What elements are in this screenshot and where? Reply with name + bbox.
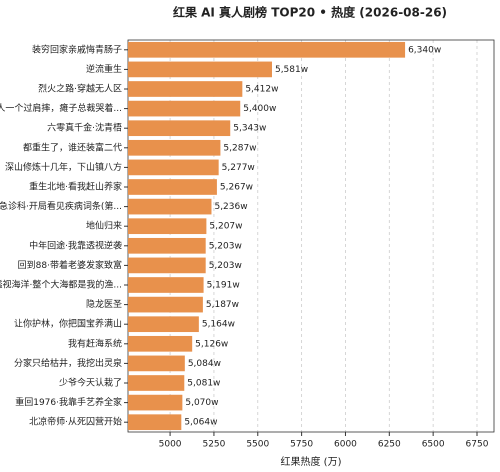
bar [128, 394, 183, 411]
value-label: 5,412w [245, 85, 278, 95]
x-tick-label: 6250 [378, 440, 401, 450]
y-tick-label: 六零真千金·沈青梧 [47, 122, 122, 134]
value-label: 5,236w [214, 202, 247, 212]
value-label: 5,400w [243, 104, 276, 114]
plot-frame [127, 39, 495, 433]
x-tick-label: 5250 [202, 440, 225, 450]
y-tick-label: 装穷回家亲戚悔青肠子 [32, 43, 122, 55]
bar [128, 100, 241, 117]
bar [128, 120, 231, 137]
y-tick-label: 分家只给枯井，我挖出灵泉 [14, 357, 122, 369]
y-tick-label: 重生北地·看我赶山养家 [29, 181, 122, 193]
x-tick-label: 6500 [422, 440, 445, 450]
chart-title: 红果 AI 真人剧榜 TOP20 • 热度 (2026-08-26) [173, 5, 447, 20]
y-tick-label: 夫人一个过肩摔，瘫子总裁哭着... [0, 102, 122, 114]
value-label: 5,203w [209, 261, 242, 271]
value-label: 5,081w [187, 379, 220, 389]
bar [128, 81, 243, 97]
value-label: 5,267w [220, 183, 253, 193]
y-tick-label: 北凉帝师·从死囚营开始 [29, 416, 122, 428]
bar [128, 218, 207, 235]
x-tick-label: 5000 [159, 440, 182, 450]
bar [128, 414, 182, 431]
bar [128, 375, 185, 391]
value-label: 5,277w [222, 163, 255, 173]
value-label: 5,070w [185, 398, 218, 408]
value-label: 5,191w [207, 281, 240, 291]
value-label: 5,084w [188, 359, 221, 369]
y-tick-label: 烈火之路·穿越无人区 [38, 83, 122, 95]
value-label: 6,340w [408, 45, 441, 55]
bar [128, 237, 206, 254]
y-tick-label: 重回1976·我靠手艺养全家 [15, 396, 122, 408]
value-label: 5,581w [275, 65, 308, 75]
value-label: 5,287w [223, 143, 256, 153]
y-tick-label: 深山修炼十几年，下山镇八方 [5, 161, 122, 173]
value-label: 5,164w [202, 320, 235, 330]
bar [128, 355, 185, 372]
bar [128, 179, 217, 195]
value-label: 5,126w [195, 339, 228, 349]
bar [128, 296, 203, 313]
y-tick-label: 地仙归来 [86, 220, 122, 232]
y-tick-label: 急诊科·开局看见疾病词条(第... [0, 200, 122, 212]
x-tick-label: 6750 [466, 440, 489, 450]
y-tick-label: 让你护林，你把国宝养满山 [14, 318, 122, 330]
y-tick-label: 我有赶海系统 [68, 337, 122, 349]
bar [128, 61, 272, 78]
bar [128, 257, 206, 274]
y-tick-label: 逆流重生 [86, 63, 122, 75]
x-tick-label: 5500 [246, 440, 269, 450]
y-tick-label: 都重生了，谁还装富二代 [23, 141, 122, 153]
value-label: 5,207w [209, 222, 242, 232]
bar [128, 139, 221, 156]
bar [128, 335, 193, 352]
x-tick-label: 5750 [290, 440, 313, 450]
y-tick-label: 回到88·带着老婆发家致富 [18, 259, 122, 271]
x-axis-label: 红果热度 (万) [281, 455, 342, 468]
bar [128, 198, 212, 215]
y-tick-label: 少爷今天认栽了 [59, 377, 122, 389]
bar [128, 277, 204, 293]
value-label: 5,187w [206, 300, 239, 310]
x-tick-label: 6000 [334, 440, 357, 450]
bar [128, 159, 219, 176]
y-tick-label: 中年回途·我靠透视逆袭 [29, 239, 122, 251]
y-tick-label: 隐龙医圣 [86, 298, 122, 310]
y-tick-label: 透视海洋·整个大海都是我的渔... [0, 279, 122, 291]
bar [128, 316, 199, 333]
value-label: 5,064w [184, 418, 217, 428]
value-label: 5,343w [233, 124, 266, 134]
value-label: 5,203w [209, 241, 242, 251]
bar [128, 41, 406, 58]
